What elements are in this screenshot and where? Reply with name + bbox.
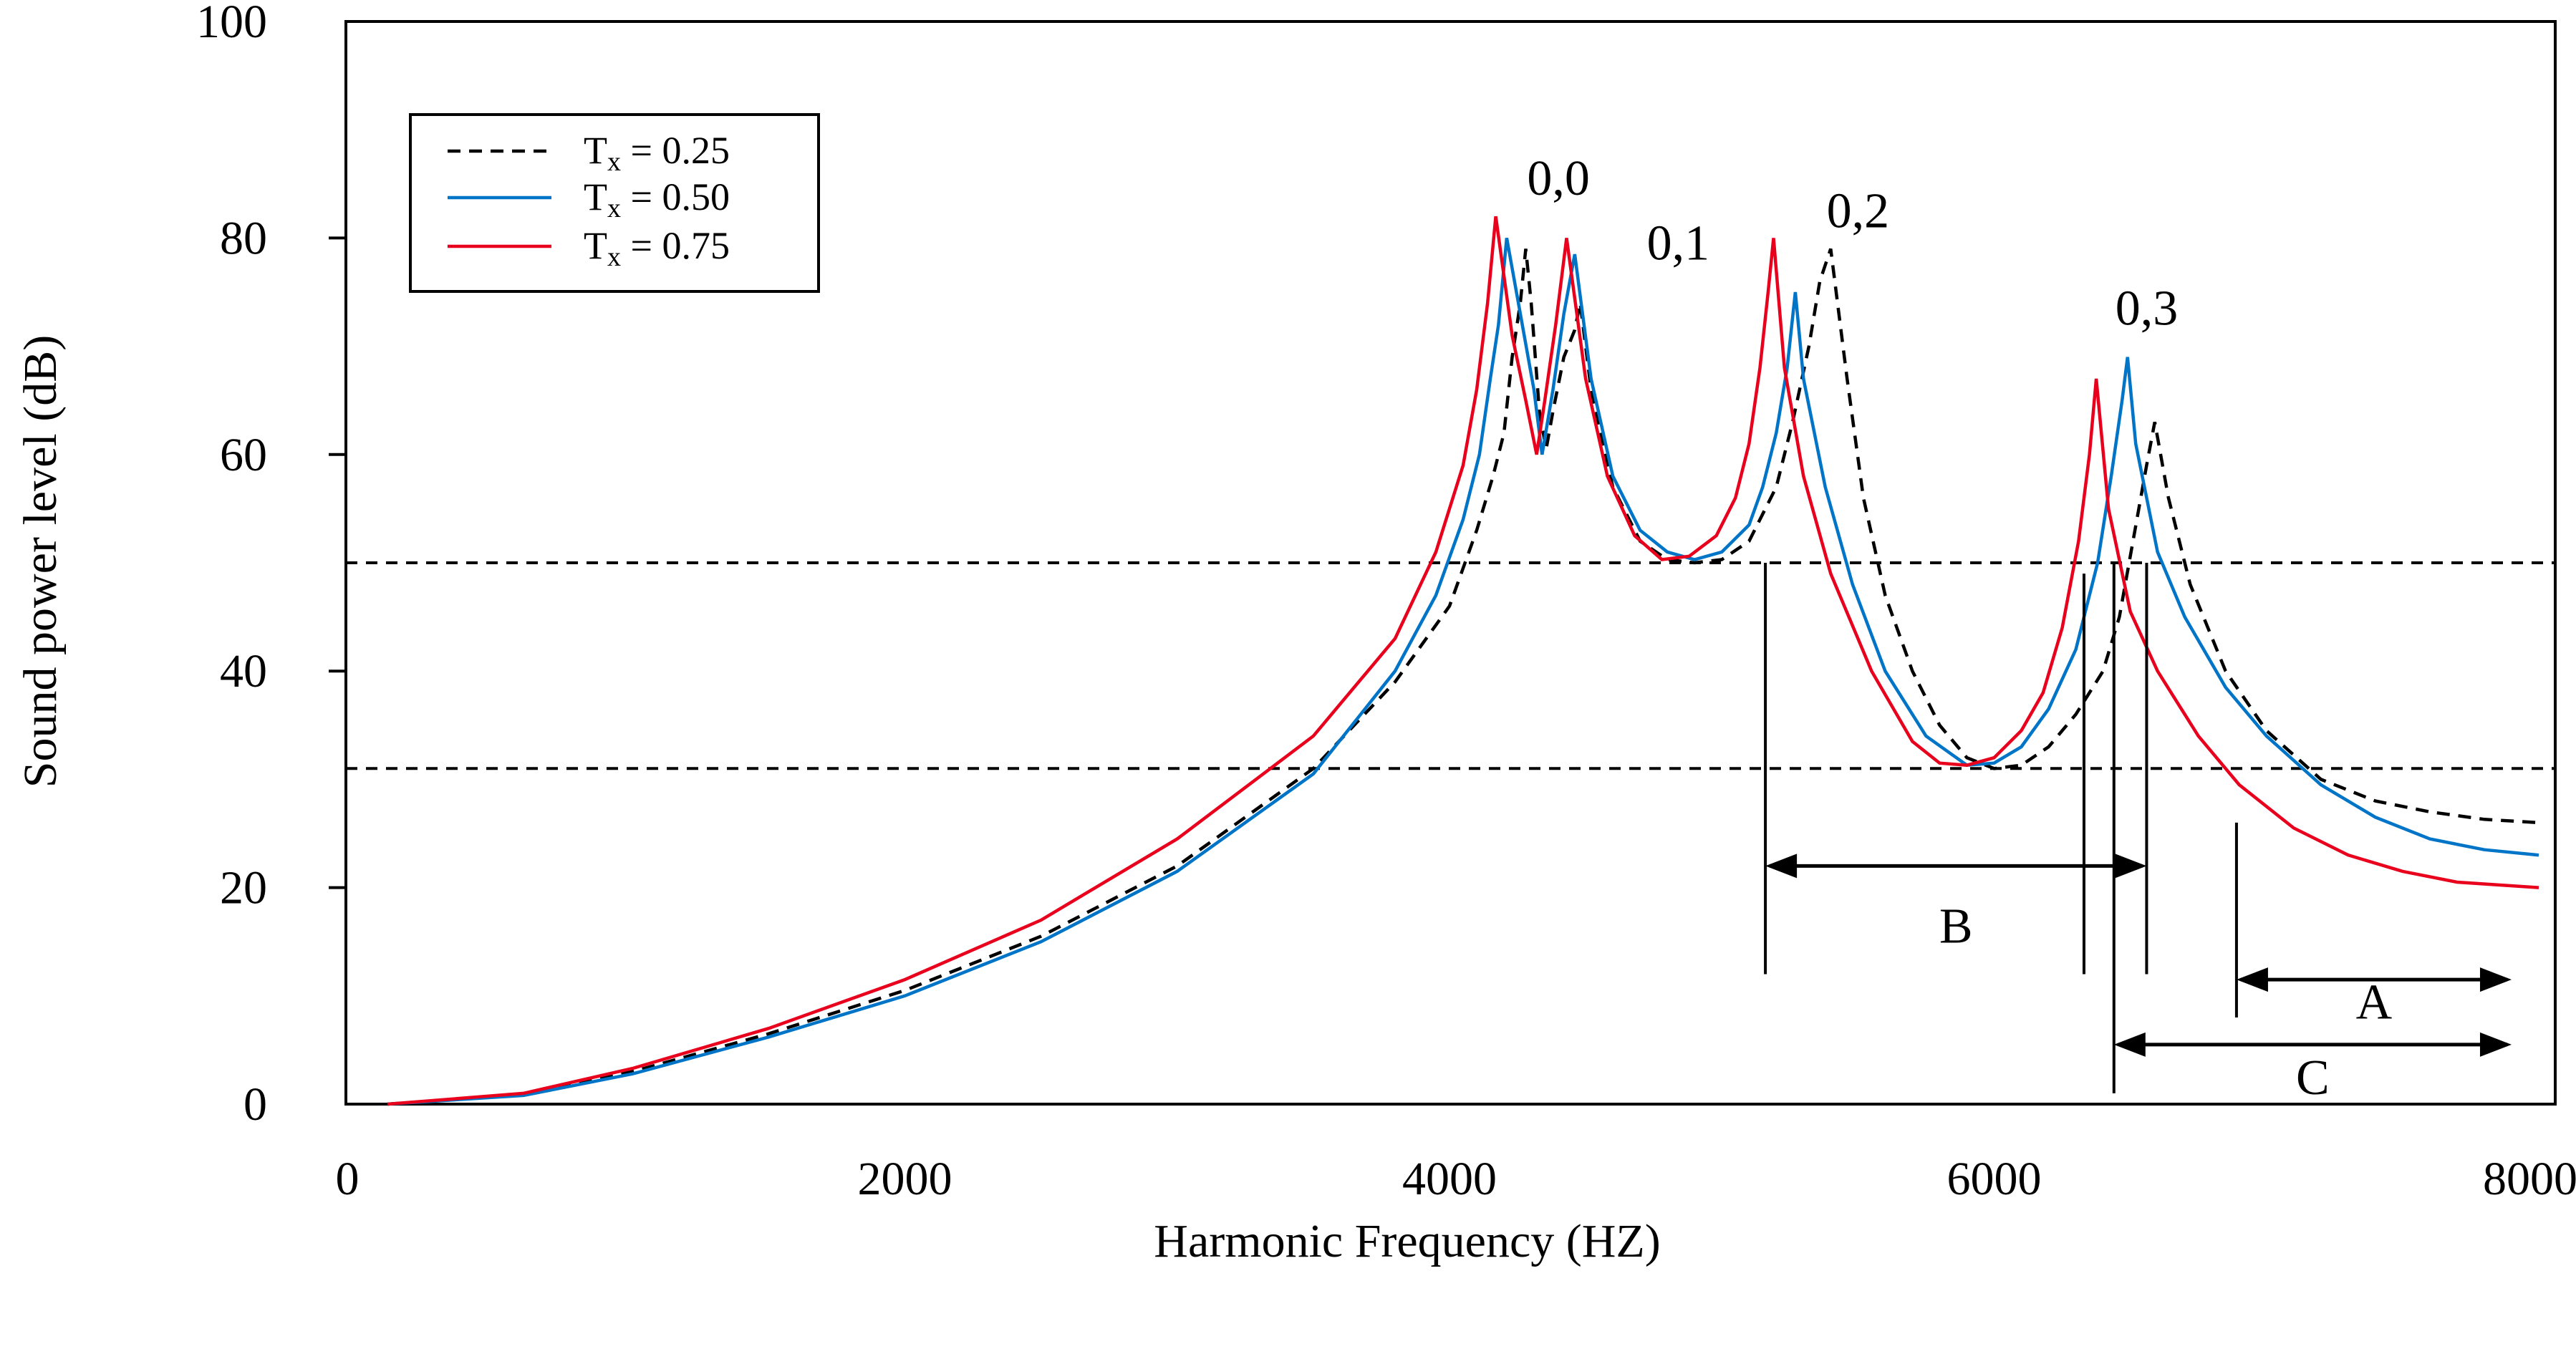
range-arrowhead-left: [1765, 854, 1798, 879]
series-line-3: [387, 216, 2539, 1106]
x-tick-label: 4000: [1402, 1153, 1497, 1205]
y-tick-marks: [329, 236, 346, 889]
range-label: C: [2296, 1050, 2330, 1106]
threshold-lines: [346, 561, 2555, 770]
legend-label-2: Tx = 0.50: [584, 175, 730, 223]
x-axis-title: Harmonic Frequency (HZ): [1154, 1215, 1660, 1267]
range-arrowhead-left: [2113, 1032, 2146, 1057]
x-tick-label: 2000: [858, 1153, 952, 1205]
series-lines: [387, 216, 2539, 1106]
x-tick-label: 8000: [2483, 1153, 2576, 1205]
x-tick-label: 0: [336, 1153, 360, 1205]
series-line-1: [387, 248, 2539, 1106]
range-annotation-B: B: [1765, 854, 2147, 954]
peak-label: 0,3: [2116, 281, 2179, 336]
range-label: A: [2356, 975, 2393, 1030]
y-tick-label: 60: [220, 429, 267, 481]
range-arrowhead-right: [2115, 854, 2147, 879]
range-annotation-A: A: [2236, 967, 2512, 1030]
peak-label: 0,0: [1527, 151, 1590, 206]
x-tick-label: 6000: [1947, 1153, 2042, 1205]
range-arrowhead-right: [2479, 967, 2512, 992]
y-axis-title: Sound power level (dB): [14, 335, 67, 788]
legend-label-3: Tx = 0.75: [584, 224, 730, 272]
y-tick-label: 20: [220, 862, 267, 914]
series-line-2: [387, 238, 2539, 1106]
y-tick-label: 0: [243, 1078, 267, 1131]
y-tick-labels: 0 20 40 60 80 100: [196, 0, 267, 1131]
range-arrowhead-right: [2479, 1032, 2512, 1057]
y-tick-label: 40: [220, 645, 267, 697]
range-annotation-C: C: [2113, 1032, 2512, 1106]
x-tick-labels: 0 2000 4000 6000 8000: [336, 1153, 2576, 1205]
range-arrowhead-left: [2236, 967, 2268, 992]
y-tick-label: 80: [220, 212, 267, 264]
peak-label: 0,1: [1647, 216, 1710, 271]
y-tick-label: 100: [196, 0, 267, 48]
peak-labels: 0,0 0,1 0,2 0,3: [1527, 151, 2178, 336]
range-annotations: B AC: [1765, 854, 2512, 1106]
peak-label: 0,2: [1827, 183, 1890, 238]
legend-label-1: Tx = 0.25: [584, 129, 730, 177]
range-label: B: [1939, 899, 1973, 954]
legend-box: [409, 113, 820, 293]
reference-verticals: [1764, 563, 2238, 1093]
